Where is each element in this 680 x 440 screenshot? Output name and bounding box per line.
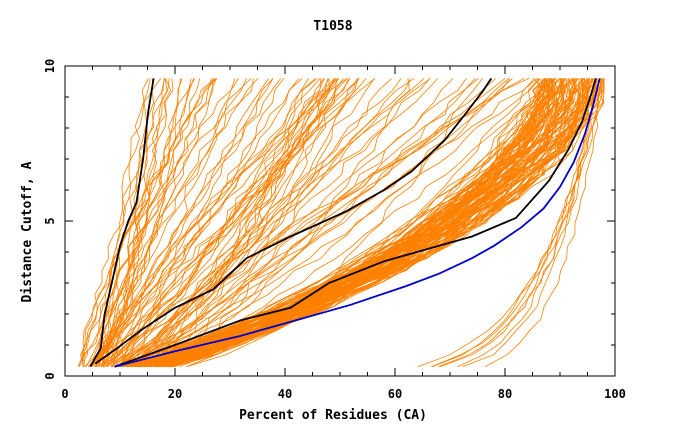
model-curve: [102, 78, 339, 367]
series-line-4: [114, 78, 601, 368]
model-curve: [149, 78, 586, 368]
model-curve: [91, 78, 270, 367]
model-curves-layer: [77, 78, 605, 368]
model-curve: [134, 78, 360, 367]
model-curve: [119, 78, 348, 367]
model-curve: [116, 78, 555, 368]
y-tick-label: 5: [43, 217, 57, 224]
model-curve: [84, 78, 300, 367]
model-curve: [78, 78, 170, 367]
x-tick-label: 0: [61, 387, 68, 401]
model-curve: [80, 78, 217, 367]
y-tick-label: 0: [43, 372, 57, 379]
y-tick-label: 10: [43, 59, 57, 73]
model-curve: [145, 78, 310, 368]
model-curve: [163, 78, 344, 368]
model-curve: [140, 78, 543, 368]
model-curve: [132, 78, 603, 368]
x-tick-label: 40: [278, 387, 292, 401]
series-line-1: [89, 78, 155, 368]
x-tick-label: 80: [498, 387, 512, 401]
model-curve: [110, 78, 303, 368]
model-curve: [161, 78, 566, 368]
series-line-3: [114, 78, 597, 368]
model-curve: [98, 78, 183, 367]
model-curve: [110, 78, 259, 367]
model-curve: [114, 78, 525, 367]
model-curve: [95, 78, 162, 367]
model-curve: [165, 78, 605, 368]
model-curve: [120, 78, 591, 368]
y-axis-label: Distance Cutoff, A: [20, 161, 35, 302]
model-curve: [484, 78, 604, 368]
series-line-2: [94, 77, 493, 365]
chart-title: T1058: [313, 19, 352, 34]
model-curve: [119, 78, 535, 368]
highlighted-curves-layer: [89, 77, 601, 368]
model-curve: [111, 78, 274, 367]
model-curve: [82, 78, 252, 367]
model-curve: [145, 78, 560, 368]
model-curve: [128, 78, 322, 368]
model-curve: [102, 78, 201, 367]
model-curve: [122, 78, 550, 368]
model-curve: [117, 78, 496, 368]
model-curve: [153, 78, 550, 368]
model-curve: [141, 78, 556, 368]
model-curve: [157, 78, 563, 368]
model-curve: [91, 78, 376, 367]
model-curve: [100, 78, 367, 367]
model-curve: [77, 78, 216, 367]
model-curve: [165, 78, 359, 368]
model-curve: [153, 78, 554, 368]
model-curve: [147, 78, 431, 367]
model-curve: [169, 78, 538, 368]
model-curve: [126, 78, 402, 368]
model-curve: [103, 78, 349, 367]
model-curve: [149, 78, 575, 368]
axis-ticks: [64, 65, 616, 377]
model-curve: [159, 78, 578, 368]
model-curve: [102, 78, 192, 367]
model-curve: [130, 78, 553, 368]
model-curve: [141, 78, 552, 368]
axis-tick-labels: 0 20 40 60 80 100 0 5 10: [43, 59, 626, 401]
x-axis-label: Percent of Residues (CA): [239, 408, 427, 423]
model-curve: [87, 78, 316, 367]
model-curve: [140, 78, 392, 368]
model-curve: [118, 78, 513, 368]
model-curve: [136, 78, 439, 367]
model-curve: [457, 78, 601, 368]
model-curve: [462, 78, 596, 368]
model-curve: [143, 78, 543, 368]
x-tick-label: 100: [604, 387, 626, 401]
model-curve: [119, 78, 541, 368]
model-curve: [141, 78, 476, 368]
model-curve: [157, 78, 553, 368]
x-tick-label: 60: [388, 387, 402, 401]
x-tick-label: 20: [168, 387, 182, 401]
model-curve: [137, 78, 578, 368]
model-curve: [149, 78, 545, 368]
model-curve: [121, 78, 554, 368]
model-curve: [150, 78, 574, 368]
model-curve: [95, 78, 149, 367]
model-curve: [439, 78, 605, 368]
model-curve: [98, 78, 168, 367]
model-curve: [121, 78, 511, 368]
model-curve: [106, 78, 166, 367]
model-curve: [127, 78, 331, 368]
model-curve: [186, 78, 483, 368]
